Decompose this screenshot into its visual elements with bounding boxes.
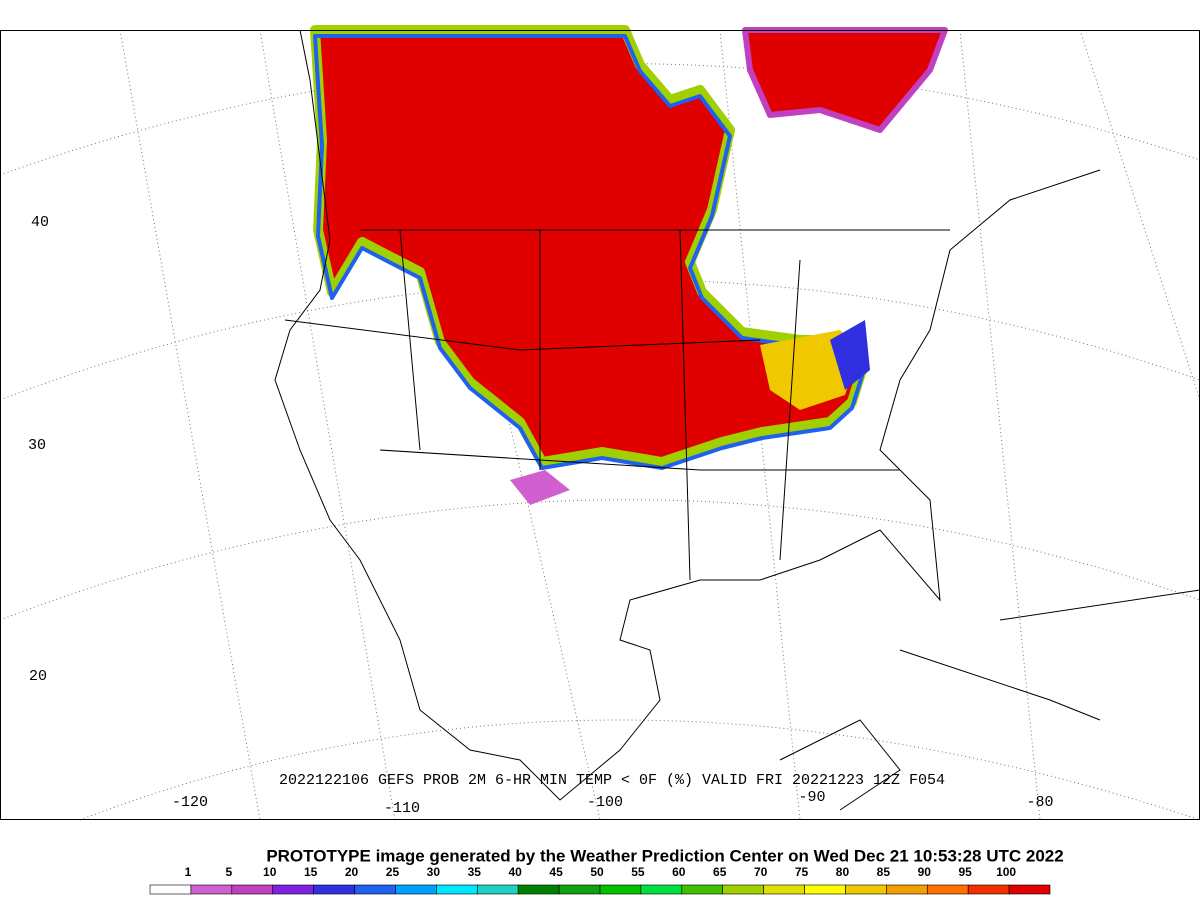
colorbar-box: [517, 884, 560, 895]
colorbar-label: 85: [877, 865, 891, 879]
colorbar-label: 100: [996, 865, 1016, 879]
colorbar-label: 15: [304, 865, 318, 879]
colorbar-label: 50: [590, 865, 604, 879]
colorbar-box: [886, 884, 928, 895]
colorbar-box: [395, 884, 437, 895]
colorbar-label: 10: [263, 865, 277, 879]
colorbar-box: [763, 884, 805, 895]
colorbar-box: [313, 884, 355, 895]
colorbar-box: [640, 884, 683, 895]
colorbar-box: [967, 884, 1010, 895]
lon-label: -80: [1026, 794, 1053, 811]
colorbar-box: [476, 884, 519, 895]
lon-label: -120: [172, 794, 208, 811]
colorbar-box: [845, 884, 887, 895]
colorbar-label: 65: [713, 865, 727, 879]
colorbar-label: 40: [509, 865, 523, 879]
map-title: 2022122106 GEFS PROB 2M 6-HR MIN TEMP < …: [279, 772, 945, 789]
colorbar-box: [681, 884, 724, 895]
colorbar-label: 75: [795, 865, 809, 879]
colorbar-box: [149, 884, 192, 895]
lat-label: 30: [28, 437, 46, 454]
colorbar-box: [722, 884, 764, 895]
colorbar-box: [231, 884, 274, 895]
colorbar-label: 1: [185, 865, 192, 879]
colorbar-label: 80: [836, 865, 850, 879]
colorbar-box: [190, 884, 233, 895]
colorbar-label: 55: [631, 865, 645, 879]
lon-label: -100: [587, 794, 623, 811]
colorbar-box: [354, 884, 396, 895]
colorbar-label: 45: [549, 865, 563, 879]
colorbar-box: [926, 884, 969, 895]
colorbar-box: [804, 884, 846, 895]
lon-label: -110: [384, 800, 420, 817]
colorbar-box: [1008, 884, 1051, 895]
colorbar-box: [599, 884, 642, 895]
colorbar-label: 25: [386, 865, 400, 879]
colorbar-label: 90: [918, 865, 932, 879]
colorbar-box: [436, 884, 478, 895]
colorbar-label: 35: [468, 865, 482, 879]
colorbar-label: 70: [754, 865, 768, 879]
graticule: [0, 29, 1200, 821]
lat-label: 40: [31, 214, 49, 231]
colorbar-label: 20: [345, 865, 359, 879]
lat-label: 20: [29, 668, 47, 685]
colorbar-box: [558, 884, 601, 895]
colorbar-label: 60: [672, 865, 686, 879]
lon-label: -90: [798, 789, 825, 806]
colorbar-box: [272, 884, 314, 895]
colorbar-label: 30: [427, 865, 441, 879]
colorbar-label: 95: [959, 865, 973, 879]
colorbar-label: 5: [225, 865, 232, 879]
credit-line: PROTOTYPE image generated by the Weather…: [266, 846, 1063, 865]
borders: [274, 29, 1200, 811]
probability-field: [310, 25, 948, 505]
